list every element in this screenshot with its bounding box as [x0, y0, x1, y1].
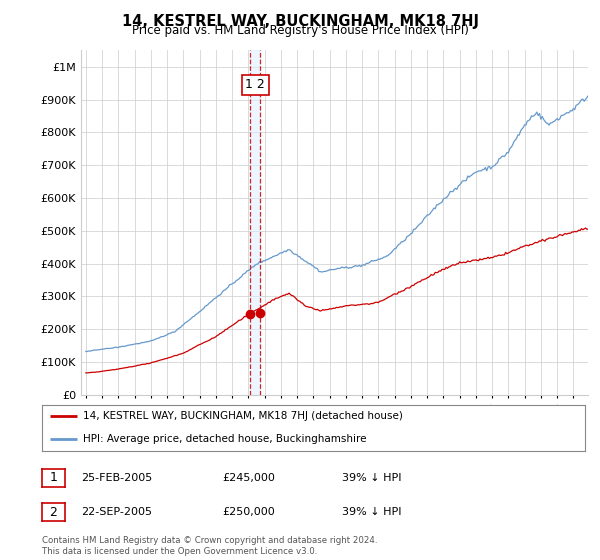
- Text: 25-FEB-2005: 25-FEB-2005: [81, 473, 152, 483]
- Text: Contains HM Land Registry data © Crown copyright and database right 2024.
This d: Contains HM Land Registry data © Crown c…: [42, 536, 377, 556]
- Text: 14, KESTREL WAY, BUCKINGHAM, MK18 7HJ (detached house): 14, KESTREL WAY, BUCKINGHAM, MK18 7HJ (d…: [83, 412, 403, 421]
- Text: 1 2: 1 2: [245, 78, 265, 91]
- Text: 22-SEP-2005: 22-SEP-2005: [81, 507, 152, 517]
- Text: 39% ↓ HPI: 39% ↓ HPI: [342, 507, 401, 517]
- Bar: [250, 50, 260, 395]
- Text: 1: 1: [49, 471, 58, 484]
- Text: 2: 2: [49, 506, 58, 519]
- Text: HPI: Average price, detached house, Buckinghamshire: HPI: Average price, detached house, Buck…: [83, 435, 366, 444]
- Text: 39% ↓ HPI: 39% ↓ HPI: [342, 473, 401, 483]
- Text: Price paid vs. HM Land Registry's House Price Index (HPI): Price paid vs. HM Land Registry's House …: [131, 24, 469, 37]
- Text: 14, KESTREL WAY, BUCKINGHAM, MK18 7HJ: 14, KESTREL WAY, BUCKINGHAM, MK18 7HJ: [121, 14, 479, 29]
- Text: £250,000: £250,000: [222, 507, 275, 517]
- Text: £245,000: £245,000: [222, 473, 275, 483]
